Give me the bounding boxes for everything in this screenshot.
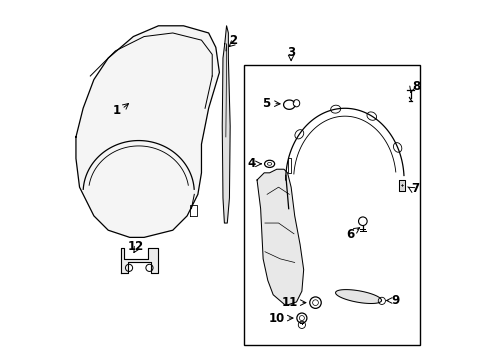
Polygon shape [222,26,230,223]
Text: 4: 4 [246,157,255,170]
Text: 11: 11 [282,296,298,309]
Text: 12: 12 [127,240,143,253]
Text: 5: 5 [262,97,270,110]
Text: 2: 2 [228,34,237,48]
Text: 7: 7 [410,183,419,195]
Polygon shape [121,248,158,273]
Text: 9: 9 [391,294,399,307]
Polygon shape [76,26,219,237]
Text: 3: 3 [286,46,295,59]
Polygon shape [335,289,381,303]
Text: 6: 6 [346,228,354,241]
Polygon shape [398,180,405,191]
Text: 8: 8 [411,80,420,93]
Bar [244,65,419,345]
Text: 1: 1 [113,104,121,117]
Text: 10: 10 [268,311,285,325]
Polygon shape [257,169,303,306]
